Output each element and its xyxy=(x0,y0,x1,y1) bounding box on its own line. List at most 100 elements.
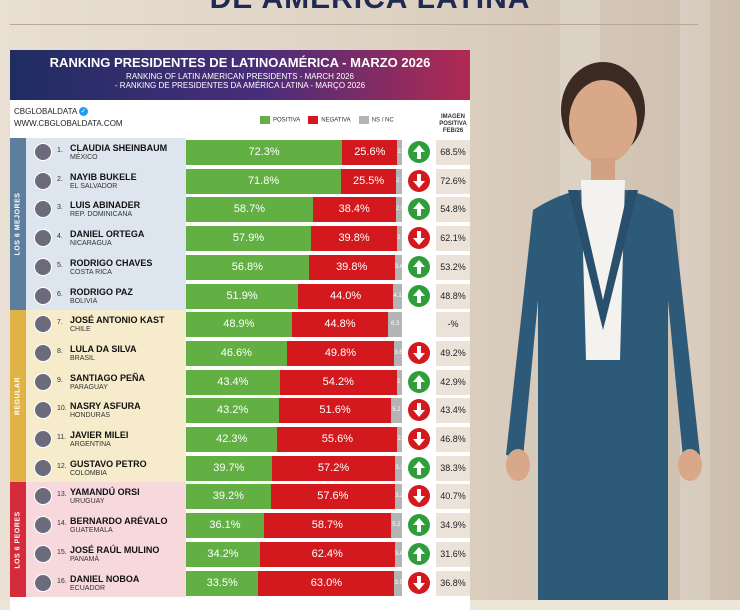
avatar xyxy=(34,257,52,276)
section-label-band: LOS 6 PEORES xyxy=(10,482,26,598)
positive-bar xyxy=(186,226,312,252)
arrow-up-icon xyxy=(408,542,430,565)
positive-label: 48.9% xyxy=(223,318,255,331)
rank-number: 11. xyxy=(57,434,67,441)
positive-label: 39.2% xyxy=(212,490,244,503)
president-name: SANTIAGO PEÑA xyxy=(70,372,146,383)
president-name: RODRIGO PAZ xyxy=(70,286,133,297)
chart-subtitle-en: RANKING OF LATIN AMERICAN PRESIDENTS - M… xyxy=(126,72,354,81)
arrow-glyph xyxy=(413,460,425,475)
positive-bar xyxy=(186,197,313,223)
president-name-cell: 15. JOSÉ RAÚL MULINO PANAMÁ xyxy=(26,540,186,569)
negative-label: 39.8% xyxy=(338,232,370,245)
positive-label: 43.2% xyxy=(217,404,249,417)
rank-number: 16. xyxy=(57,577,67,585)
table-row: 6. RODRIGO PAZ BOLIVIA 51.9% 44.0% 4.1 48.8% xyxy=(10,282,470,311)
country-name: EL SALVADOR xyxy=(70,182,118,190)
positive-bar xyxy=(186,427,278,452)
arrow-down-icon xyxy=(408,399,430,422)
country-name: HONDURAS xyxy=(70,412,111,420)
positive-bar xyxy=(186,254,309,280)
positive-bar xyxy=(186,455,272,481)
table-row: 10. NASRY ASFURA HONDURAS 43.2% 51.6% 5.2 43.4… xyxy=(10,396,470,425)
table-row: 13. YAMANDÚ ORSI URUGUAY 39.2% 57.6% 3.2 40.7% xyxy=(10,482,470,511)
positive-bar xyxy=(186,168,342,194)
country-name: BRASIL xyxy=(70,354,95,362)
table-row: 1. CLAUDIA SHEINBAUM MÉXICO 72.3% 25.6% 2.1 68… xyxy=(10,138,470,167)
negative-label: 25.5% xyxy=(353,174,385,187)
rank-number: 15. xyxy=(57,548,67,556)
president-name-cell: 12. GUSTAVO PETRO COLOMBIA xyxy=(26,454,186,483)
avatar xyxy=(34,516,52,535)
ranking-card: RANKING PRESIDENTES DE LATINOAMÉRICA - M… xyxy=(10,50,470,610)
negative-label: 44.8% xyxy=(324,318,356,331)
negative-label: 51.6% xyxy=(319,404,351,417)
arrow-down-icon xyxy=(408,169,430,192)
rank-number: 3. xyxy=(57,204,63,212)
president-name: JOSÉ RAÚL MULINO xyxy=(70,544,160,555)
rank-number: 10. xyxy=(57,405,67,413)
arrow-down-icon xyxy=(408,341,430,364)
nsnc-label: 5.2 xyxy=(392,407,401,414)
arrow-glyph xyxy=(413,546,425,561)
nsnc-label: 2.4 xyxy=(396,378,406,385)
president-name: CLAUDIA SHEINBAUM xyxy=(70,143,168,153)
left-hand-shape xyxy=(506,449,530,481)
blouse-shape xyxy=(581,180,625,360)
rank-number: 2. xyxy=(57,175,63,183)
positive-bar xyxy=(186,541,260,567)
country-name: BOLIVIA xyxy=(70,297,98,305)
arrow-up-icon xyxy=(408,284,430,307)
avatar xyxy=(34,286,52,305)
president-name-cell: 16. DANIEL NOBOA ECUADOR xyxy=(26,569,186,598)
negative-bar xyxy=(341,168,397,194)
negative-label: 58.7% xyxy=(311,519,343,532)
country-name: COLOMBIA xyxy=(70,469,107,477)
title-rule xyxy=(10,24,698,25)
arrow-path xyxy=(413,575,425,590)
nsnc-bar xyxy=(390,398,402,424)
negative-bar xyxy=(312,197,396,223)
section-label-band: REGULAR xyxy=(10,310,26,483)
previous-positive-image: 53.2% xyxy=(436,254,470,280)
avatar xyxy=(34,487,52,506)
positive-label: 71.8% xyxy=(247,174,280,187)
arrow-path xyxy=(413,489,425,504)
nsnc-bar xyxy=(394,570,402,596)
avatar xyxy=(34,171,52,190)
approval-bar: 58.7% 38.4% 2.9 xyxy=(186,197,404,223)
negative-bar xyxy=(291,312,389,338)
nsnc-bar xyxy=(397,427,402,452)
president-name-cell: 8. LULA DA SILVA BRASIL xyxy=(26,339,186,368)
rank-number: 5. xyxy=(57,261,63,269)
previous-positive-image: 34.9% xyxy=(436,513,470,539)
approval-bar: 56.8% 39.8% 3.4 xyxy=(186,254,403,280)
arrow-path xyxy=(413,231,425,246)
country-name: CHILE xyxy=(70,326,91,334)
previous-positive-image: 46.8% xyxy=(436,427,470,452)
arrow-glyph xyxy=(413,374,425,389)
arrow-down-icon xyxy=(408,428,430,450)
approval-bar: 57.9% 39.8% 2.3 xyxy=(186,226,405,252)
president-name: LUIS ABINADER xyxy=(70,200,141,211)
page-title: DE AMÉRICA LATINA xyxy=(0,0,740,16)
positive-label: 36.1% xyxy=(209,519,241,532)
avatar xyxy=(34,544,52,563)
arrow-glyph xyxy=(413,231,425,246)
image-header-line1: IMAGEN xyxy=(441,114,465,120)
country-name: PARAGUAY xyxy=(70,383,108,391)
table-row: 16. DANIEL NOBOA ECUADOR 33.5% 63.0% 3.5 36.8% xyxy=(10,569,470,598)
nsnc-label: 6.3 xyxy=(391,321,400,328)
arrow-up-icon xyxy=(408,255,430,278)
legend-swatch xyxy=(260,116,270,124)
arrow-path xyxy=(413,518,425,533)
president-name: LULA DA SILVA xyxy=(70,343,137,354)
legend-label: NS / NC xyxy=(371,117,394,124)
arrow-path xyxy=(413,173,425,188)
avatar xyxy=(34,200,52,219)
section-2: REGULAR xyxy=(10,310,186,483)
arrow-down-icon xyxy=(408,227,430,250)
arrow-up-icon xyxy=(408,514,430,537)
country-name: ECUADOR xyxy=(70,584,106,592)
country-name: REP. DOMINICANA xyxy=(70,211,133,219)
